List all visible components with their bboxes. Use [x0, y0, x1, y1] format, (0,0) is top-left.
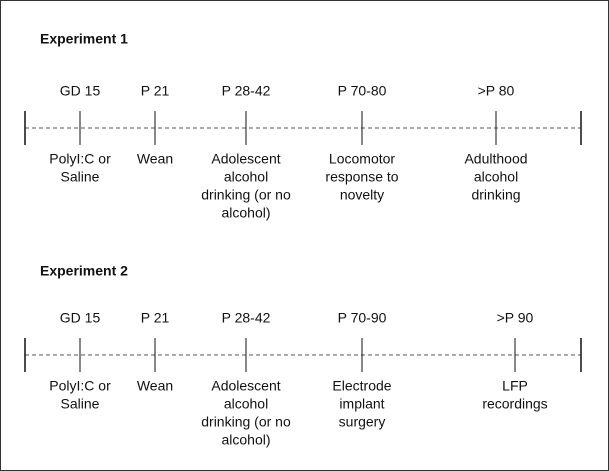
event-description: Wean	[137, 151, 173, 167]
event-description: drinking (or no	[201, 187, 291, 203]
event-description: PolyI:C or	[49, 151, 111, 167]
event-description: Adulthood	[464, 151, 527, 167]
time-label: >P 80	[478, 83, 515, 99]
time-label: P 21	[141, 310, 170, 326]
event-description: Electrode	[332, 378, 391, 394]
time-label: P 70-90	[338, 310, 387, 326]
time-label: GD 15	[60, 83, 101, 99]
time-label: P 70-80	[338, 83, 387, 99]
event-description: Locomotor	[329, 151, 395, 167]
event-description: novelty	[340, 187, 384, 203]
event-description: drinking	[471, 187, 520, 203]
time-label: >P 90	[497, 310, 534, 326]
experiment-title: Experiment 1	[40, 31, 128, 47]
event-description: recordings	[482, 396, 547, 412]
event-description: alcohol)	[221, 205, 270, 221]
event-description: alcohol	[474, 169, 518, 185]
event-description: implant	[339, 396, 384, 412]
time-label: P 28-42	[222, 83, 271, 99]
event-description: LFP	[502, 378, 528, 394]
event-description: alcohol)	[221, 432, 270, 448]
event-description: Saline	[61, 396, 100, 412]
time-label: P 28-42	[222, 310, 271, 326]
event-description: alcohol	[224, 169, 268, 185]
event-description: response to	[325, 169, 398, 185]
experiment-title: Experiment 2	[40, 263, 128, 279]
event-description: Adolescent	[211, 378, 280, 394]
time-label: P 21	[141, 83, 170, 99]
event-description: Saline	[61, 169, 100, 185]
event-description: alcohol	[224, 396, 268, 412]
event-description: PolyI:C or	[49, 378, 111, 394]
time-label: GD 15	[60, 310, 101, 326]
event-description: Wean	[137, 378, 173, 394]
event-description: drinking (or no	[201, 414, 291, 430]
event-description: surgery	[339, 414, 386, 430]
event-description: Adolescent	[211, 151, 280, 167]
